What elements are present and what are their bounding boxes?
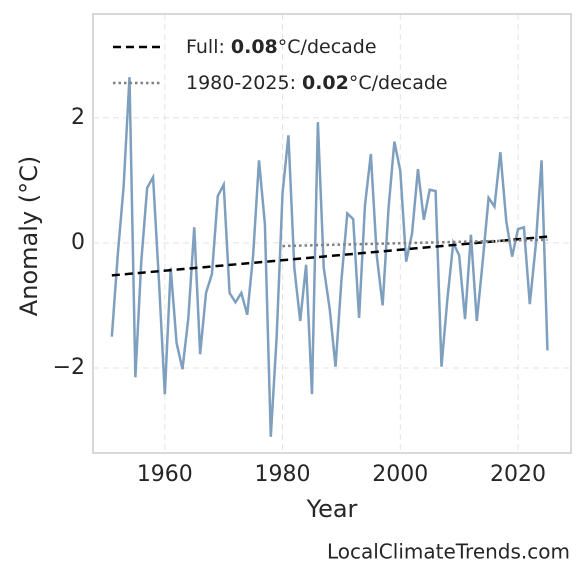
y-axis-label: Anomaly (°C) bbox=[15, 156, 43, 316]
trend-line bbox=[282, 238, 548, 248]
legend-label: Full: 0.08°C/decade bbox=[186, 36, 377, 58]
x-tick-label: 2020 bbox=[490, 462, 546, 487]
legend-unit: °C/decade bbox=[278, 36, 377, 58]
legend-text: 1980-2025: bbox=[186, 72, 296, 94]
legend-label: 1980-2025: 0.02°C/decade bbox=[186, 72, 448, 94]
legend-unit: °C/decade bbox=[349, 72, 448, 94]
y-tick-label: −2 bbox=[53, 355, 85, 380]
x-tick-label: 1960 bbox=[137, 462, 193, 487]
legend-slope: 0.08 bbox=[231, 36, 278, 58]
data-line bbox=[110, 77, 549, 437]
x-tick-label: 2000 bbox=[372, 462, 428, 487]
legend-text: Full: bbox=[186, 36, 225, 58]
y-tick-label: 2 bbox=[71, 105, 85, 130]
x-tick-label: 1980 bbox=[255, 462, 311, 487]
trend-line bbox=[111, 235, 548, 277]
x-axis-label: Year bbox=[306, 495, 358, 523]
y-tick-label: 0 bbox=[71, 230, 85, 255]
watermark: LocalClimateTrends.com bbox=[327, 540, 570, 564]
legend-slope: 0.02 bbox=[302, 72, 349, 94]
plot-frame bbox=[92, 13, 572, 454]
